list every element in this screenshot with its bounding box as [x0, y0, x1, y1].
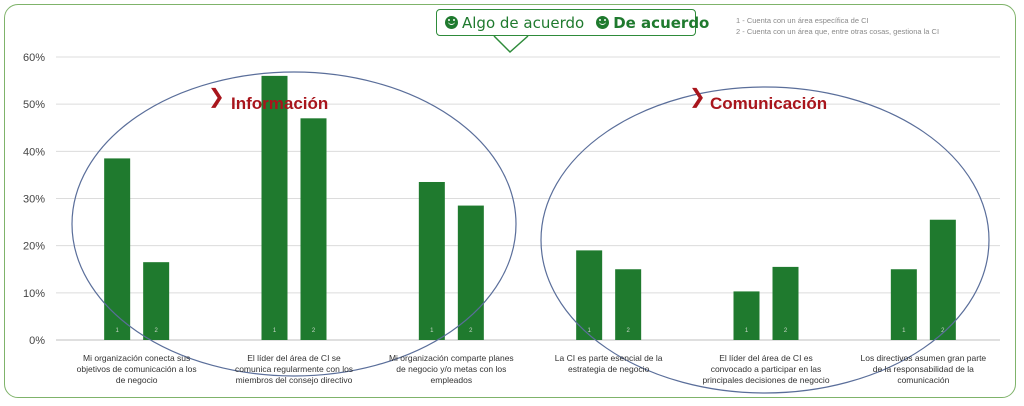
y-tick-label: 60% [23, 52, 45, 64]
group-title-informacion: Información [231, 94, 329, 113]
category-label: El líder del área de CI se comunica regu… [234, 353, 354, 385]
chart-frame [4, 4, 1016, 398]
y-tick-label: 30% [23, 194, 45, 206]
y-tick-label: 10% [23, 288, 45, 300]
bar-index-label: 1 [745, 328, 749, 334]
bar [418, 181, 445, 340]
bar-index-label: 1 [587, 328, 591, 334]
legend-label: De acuerdo [613, 13, 710, 32]
group-title-comunicacion: Comunicación [710, 94, 828, 113]
y-tick-label: 0% [29, 335, 45, 347]
bar [733, 291, 760, 340]
category-label: El líder del área de CI es convocado a p… [702, 353, 830, 385]
legend-callout: Algo de acuerdo De acuerdo [436, 9, 709, 36]
bar [457, 205, 484, 340]
footnote-2: 2 - Cuenta con un área que, entre otras … [736, 27, 940, 36]
bar [300, 118, 327, 340]
bar-index-label: 1 [430, 328, 434, 334]
bar-index-label: 2 [941, 328, 945, 334]
y-tick-label: 50% [23, 99, 45, 111]
bar-index-label: 2 [784, 328, 788, 334]
smiley-icon [596, 16, 610, 29]
legend-label: Algo de acuerdo [462, 13, 585, 32]
bar [576, 250, 603, 340]
bar-index-label: 1 [902, 328, 906, 334]
callout-tail [493, 35, 529, 54]
bar [772, 266, 799, 340]
footnotes: 1 - Cuenta con un área específica de CI … [736, 15, 939, 37]
smiley-icon [445, 16, 458, 29]
legend-item-de-acuerdo: De acuerdo [596, 14, 709, 32]
chevron-right-icon: ❯ [689, 84, 706, 108]
bar [104, 158, 131, 340]
bar [143, 262, 170, 340]
bar [890, 269, 917, 340]
category-label: Mi organización conecta sus objetivos de… [76, 353, 197, 385]
category-label: Mi organización comparte planes de negoc… [388, 353, 514, 385]
bar-index-label: 2 [626, 328, 630, 334]
category-label: La CI es parte esencial de la estrategia… [554, 353, 663, 374]
bar [929, 219, 956, 340]
legend-item-algo-de-acuerdo: Algo de acuerdo [445, 14, 584, 32]
category-label: Los directivos asumen gran parte de la r… [860, 353, 987, 385]
bar-index-label: 1 [273, 328, 277, 334]
bar [615, 269, 642, 340]
bar-index-label: 2 [312, 328, 316, 334]
bar [261, 75, 288, 340]
chevron-right-icon: ❯ [208, 84, 225, 108]
y-tick-label: 20% [23, 241, 45, 253]
informacion-group-ellipse [71, 71, 517, 377]
comunicacion-group-ellipse [540, 86, 990, 394]
bar-index-label: 2 [154, 328, 158, 334]
bar-index-label: 1 [115, 328, 119, 334]
y-tick-label: 40% [23, 146, 45, 158]
bar-index-label: 2 [469, 328, 473, 334]
footnote-1: 1 - Cuenta con un área específica de CI [736, 16, 869, 25]
